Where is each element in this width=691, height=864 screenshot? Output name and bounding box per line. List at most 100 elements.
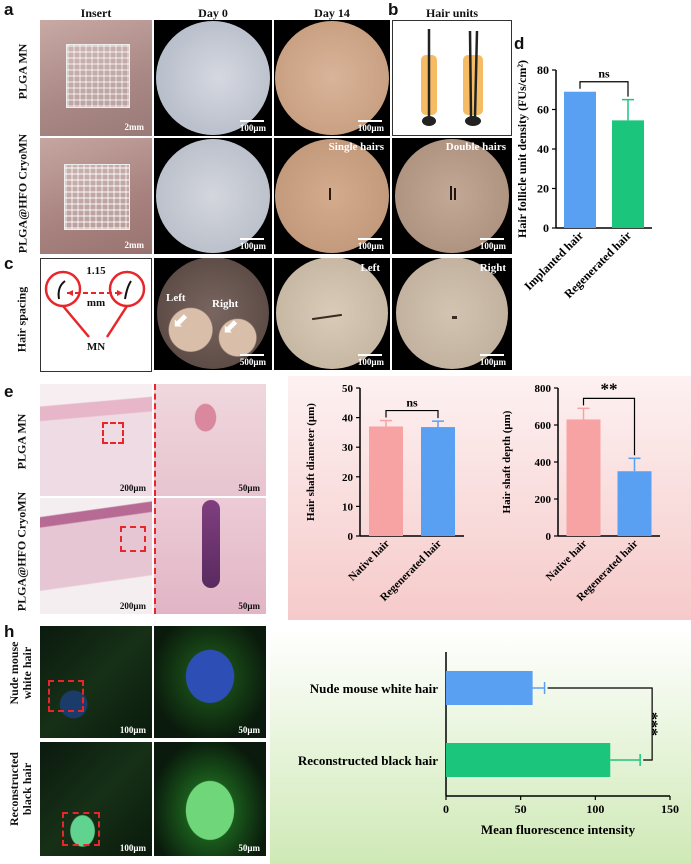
y-tick-label: 0 [543, 221, 549, 235]
chart-i: 0 50 100 150 Nude mouse white hair Reconstruc… [298, 652, 679, 837]
zoom-box [120, 526, 146, 552]
scale-bar-label: 100μm [357, 241, 384, 251]
insert-photo-plga-mn: 2mm [40, 20, 152, 136]
significance-label: *** [649, 712, 666, 736]
scale-bar-label: 100μm [357, 357, 384, 367]
zoom-box [48, 680, 84, 712]
significance-label: ns [406, 396, 418, 410]
bar-0 [564, 91, 596, 228]
fluorescence-reconstructed-zoom: 50μm [154, 742, 266, 856]
row-label-h-nude-mouse: Nude mouse white hair [7, 618, 34, 728]
x-tick-label: 100 [586, 802, 604, 816]
scale-bar [240, 120, 264, 122]
y-tick-label: Nude mouse white hair [310, 681, 438, 696]
scale-bar-label: 2mm [124, 240, 145, 250]
y-tick-label: 0 [348, 531, 354, 543]
scale-bar-label: 100μm [119, 725, 146, 735]
scale-bar-label: 100μm [479, 241, 506, 251]
micro-hair-left: Left 100μm [274, 258, 390, 370]
insert-photo-plga-hfo: 2mm [40, 138, 152, 254]
row-label-e-plga-mn: PLGA MN [14, 413, 29, 470]
bar-1 [421, 427, 455, 536]
micro-field [156, 21, 270, 135]
micro-field [156, 139, 270, 253]
y-tick-label: 10 [342, 501, 354, 513]
micro-plga-mn-day0: 100μm [154, 20, 272, 136]
micro-plga-mn-day14: 100μm [274, 20, 390, 136]
micro-field [275, 139, 389, 253]
scale-bar-label: 50μm [238, 725, 260, 735]
x-tick-label: Native hair [346, 538, 392, 584]
row-label-e-plga-hfo: PLGA@HFO CryoMN [14, 491, 29, 612]
significance-bracket [547, 687, 653, 761]
y-tick-label: 80 [537, 63, 549, 77]
double-hairs-label: Double hairs [445, 141, 506, 153]
microneedle-patch [64, 164, 130, 230]
single-hairs-label: Single hairs [328, 141, 384, 153]
scale-bar-label: 100μm [239, 241, 266, 251]
y-tick-label: 30 [342, 442, 354, 454]
y-tick-label: 600 [535, 420, 552, 432]
panel-letter-b: b [388, 0, 399, 19]
bar-0 [566, 419, 601, 536]
y-tick-label: 40 [537, 142, 549, 156]
y-tick-label: 20 [342, 472, 354, 484]
micro-plga-hfo-day0: 100μm [154, 138, 272, 254]
scale-bar-label: 100μm [357, 123, 384, 133]
y-tick-label: 20 [537, 182, 549, 196]
scale-bar [480, 238, 504, 240]
y-axis-label: Hair shaft depth (μm) [501, 410, 513, 513]
x-tick-label: Native hair [544, 538, 590, 584]
zoom-box [62, 812, 100, 846]
y-axis-label: Hair follicle unit density (FUs/cm²) [515, 60, 529, 238]
y-axis-label: Hair shaft diameter (μm) [305, 403, 317, 521]
scale-bar-label: 50μm [238, 483, 260, 493]
left-label: Left [166, 292, 186, 304]
micro-double-hairs: Double hairs 100μm [392, 138, 512, 254]
spacing-unit: mm [86, 297, 106, 309]
y-tick-label: 800 [535, 383, 552, 395]
fluorescence-nude-overview: 100μm [40, 626, 152, 738]
right-label: Right [479, 262, 506, 274]
hair-shaft [450, 186, 452, 200]
col-header-day0: Day 0 [198, 6, 228, 20]
scale-bar-label: 2mm [124, 122, 145, 132]
scale-bar-label: 200μm [119, 483, 146, 493]
microneedle-patch [66, 44, 130, 108]
bar-0 [446, 671, 533, 705]
col-header-day14: Day 14 [314, 6, 350, 20]
row-label-plga-hfo-cryomn: PLGA@HFO CryoMN [15, 133, 30, 254]
scale-bar-label: 500μm [239, 357, 266, 367]
histology-plga-mn-zoom: 50μm [154, 384, 266, 496]
significance-bracket [579, 81, 629, 97]
y-tick-label: Reconstructed black hair [298, 753, 438, 768]
hair-units-illustration [392, 20, 512, 136]
micro-plga-hfo-day14-single: Single hairs 100μm [274, 138, 390, 254]
micro-field [276, 258, 388, 369]
row-label-h-reconstructed: Reconstructed black hair [7, 734, 34, 844]
scale-bar [358, 354, 382, 356]
micro-field [395, 139, 509, 253]
panel-letter-d: d [514, 34, 525, 53]
scale-bar-label: 100μm [119, 843, 146, 853]
hair-shaft [452, 316, 457, 319]
scale-bar [480, 354, 504, 356]
bar-0 [369, 426, 403, 536]
significance-label: ** [601, 380, 618, 398]
y-tick-label: 200 [535, 494, 552, 506]
hair-spacing-diagram: 1.15 mm MN [40, 258, 152, 372]
bar-1 [612, 120, 644, 228]
x-axis-label: Mean fluorescence intensity [481, 822, 636, 837]
hair-shaft [454, 188, 456, 200]
bar-1 [446, 743, 611, 777]
microneedle-label: MN [86, 341, 106, 353]
y-tick-label: 400 [535, 457, 552, 469]
scale-bar-label: 100μm [239, 123, 266, 133]
histology-plga-hfo-zoom: 50μm [154, 498, 266, 614]
row-label-line: white hair [20, 646, 34, 700]
y-tick-label: 50 [342, 383, 354, 395]
row-label-plga-mn: PLGA MN [15, 43, 30, 100]
